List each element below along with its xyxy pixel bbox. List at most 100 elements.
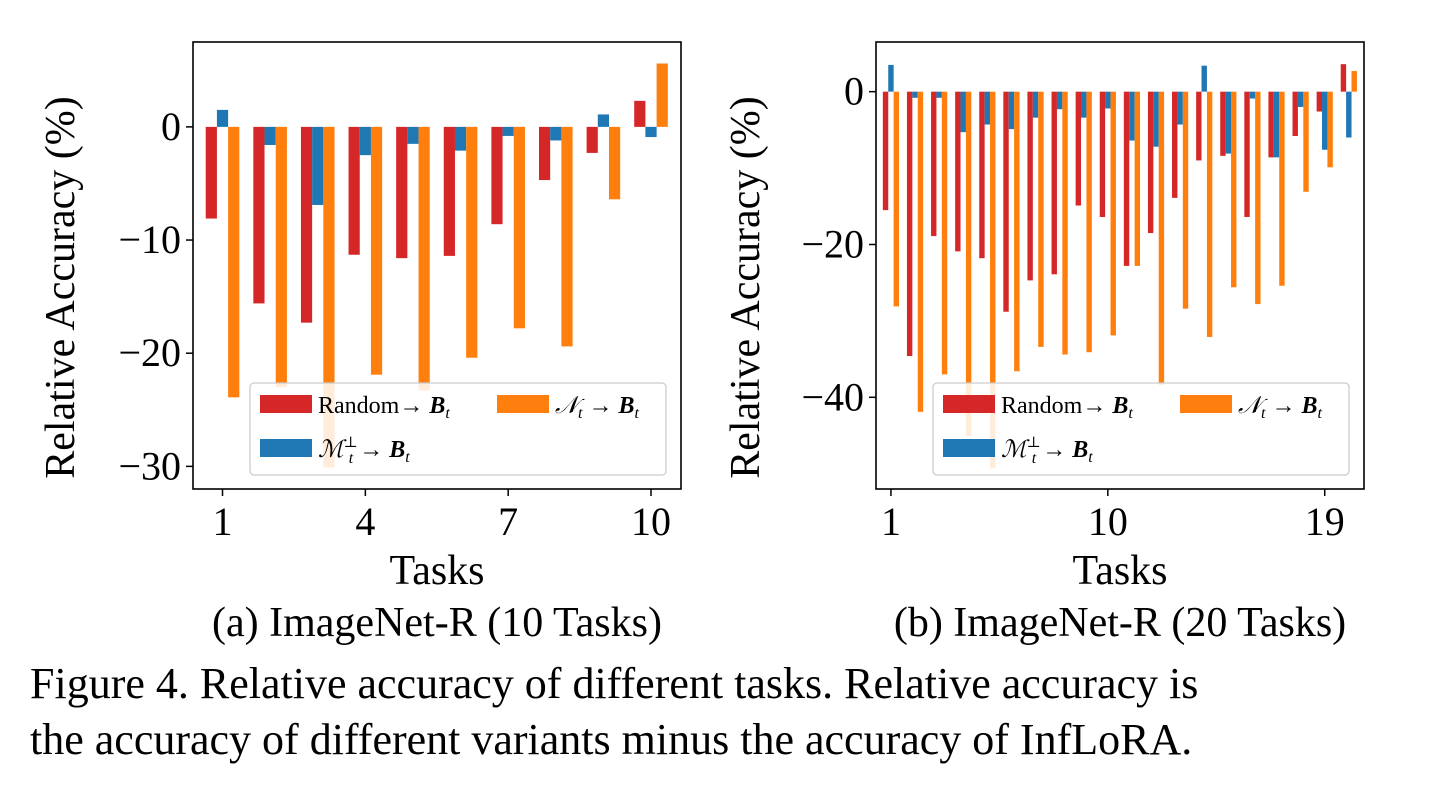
x-tick-label: 1: [881, 499, 901, 544]
bar-orth-task-8: [1056, 91, 1063, 110]
legend-label-random: Random→ Bt: [1001, 393, 1133, 422]
bar-random-task-7: [491, 126, 503, 225]
y-tick-label: 0: [161, 104, 181, 149]
bar-nullspace-task-1: [228, 126, 240, 398]
bar-nullspace-task-10: [656, 63, 668, 127]
legend-box: [249, 382, 667, 476]
bar-orth-task-4: [359, 126, 371, 156]
bar-random-task-9: [1075, 91, 1082, 206]
bar-nullspace-task-5: [418, 126, 430, 391]
bar-random-task-10: [634, 100, 646, 127]
legend-swatch-nullspace: [1180, 395, 1232, 413]
bar-orth-task-12: [1153, 91, 1159, 147]
x-axis-label: Tasks: [389, 548, 484, 594]
subfigure-caption: (a) ImageNet-R (10 Tasks): [212, 600, 662, 646]
legend-label-nullspace: 𝒩t → Bt: [1238, 393, 1322, 422]
bar-random-task-2: [906, 91, 913, 357]
bar-random-task-10: [1099, 91, 1106, 217]
bar-nullspace-task-2: [275, 126, 287, 388]
bar-random-task-12: [1147, 91, 1154, 234]
legend-swatch-random: [260, 395, 312, 413]
bar-orth-task-15: [1225, 91, 1232, 154]
legend-label-random: Random→ Bt: [318, 393, 450, 422]
bar-nullspace-task-8: [1062, 91, 1068, 355]
legend-swatch-orth: [260, 439, 312, 457]
bar-nullspace-task-2: [917, 91, 924, 412]
bar-orth-task-1: [216, 109, 229, 127]
bar-nullspace-task-13: [1182, 91, 1189, 309]
bar-nullspace-task-8: [561, 126, 573, 347]
bar-nullspace-task-9: [608, 126, 621, 200]
x-tick-label: 4: [355, 499, 375, 544]
subfigure-caption: (b) ImageNet-R (20 Tasks): [894, 600, 1346, 646]
bar-orth-task-11: [1129, 91, 1135, 141]
bar-random-task-1: [882, 91, 889, 211]
bar-nullspace-task-12: [1158, 91, 1165, 386]
bar-orth-task-9: [1081, 91, 1087, 118]
bar-random-task-5: [979, 91, 985, 259]
bar-orth-task-7: [502, 126, 514, 136]
bar-orth-task-7: [1032, 91, 1039, 118]
bar-orth-task-16: [1249, 91, 1256, 99]
bar-nullspace-task-6: [1014, 91, 1020, 372]
bar-orth-task-19: [1322, 91, 1328, 150]
bar-orth-task-3: [312, 126, 324, 205]
bar-nullspace-task-5: [990, 91, 996, 469]
figure-caption-line2: the accuracy of different variants minus…: [30, 715, 1193, 764]
legend-swatch-orth: [943, 439, 995, 457]
bar-random-task-14: [1196, 91, 1202, 161]
legend-label-orth: ℳ⊥ t → Bt: [318, 435, 410, 467]
bar-nullspace-task-1: [893, 91, 900, 307]
bar-random-task-18: [1292, 91, 1298, 136]
bar-orth-task-1: [888, 64, 894, 92]
y-tick-label: −20: [801, 221, 864, 266]
bar-nullspace-task-17: [1279, 91, 1285, 286]
y-axis-label: Relative Accuracy (%): [723, 96, 769, 478]
bar-random-task-8: [1051, 91, 1057, 275]
bar-orth-task-4: [960, 91, 966, 133]
bar-orth-task-5: [984, 91, 991, 125]
bar-nullspace-task-4: [965, 91, 972, 437]
bar-random-task-7: [1027, 91, 1033, 281]
bar-orth-task-3: [936, 91, 942, 98]
bar-nullspace-task-6: [466, 126, 478, 358]
bar-random-task-8: [538, 126, 551, 181]
bar-orth-task-5: [407, 126, 419, 144]
bar-orth-task-6: [454, 126, 467, 151]
y-tick-label: −40: [801, 374, 864, 419]
figure-caption-line1: Figure 4. Relative accuracy of different…: [30, 659, 1199, 708]
bar-random-task-4: [955, 91, 961, 252]
bar-random-task-4: [348, 126, 360, 255]
y-tick-label: −30: [118, 443, 181, 488]
x-tick-label: 19: [1305, 499, 1345, 544]
bar-orth-task-9: [597, 114, 609, 127]
legend-swatch-nullspace: [497, 395, 549, 413]
y-tick-label: −20: [118, 330, 181, 375]
bar-nullspace-task-10: [1110, 91, 1116, 336]
chart-a: 0 −10 −20 −30 1 4 7 10 Tasks Relative Accuracy (%…: [38, 41, 682, 646]
plot-frame: [875, 41, 1365, 490]
bar-nullspace-task-3: [323, 126, 335, 468]
bar-orth-task-6: [1008, 91, 1015, 130]
x-axis-label: Tasks: [1072, 548, 1167, 594]
bar-nullspace-task-9: [1086, 91, 1092, 353]
bar-nullspace-task-3: [941, 91, 948, 375]
bar-nullspace-task-7: [513, 126, 525, 329]
x-tick-label: 1: [213, 499, 233, 544]
x-tick-label: 7: [498, 499, 518, 544]
plot-frame: [192, 41, 682, 490]
bar-orth-task-8: [550, 126, 562, 141]
bar-orth-task-13: [1177, 91, 1183, 125]
bar-orth-task-10: [645, 126, 657, 138]
bar-random-task-1: [205, 126, 217, 219]
bar-orth-task-17: [1273, 91, 1280, 158]
bar-random-task-11: [1123, 91, 1130, 266]
legend-swatch-random: [943, 395, 995, 413]
bar-nullspace-task-19: [1327, 91, 1333, 168]
bar-orth-task-20: [1346, 91, 1352, 138]
legend-label-nullspace: 𝒩t → Bt: [555, 393, 639, 422]
bar-nullspace-task-20: [1351, 71, 1357, 92]
bar-random-task-3: [931, 91, 937, 237]
bar-random-task-3: [300, 126, 313, 323]
